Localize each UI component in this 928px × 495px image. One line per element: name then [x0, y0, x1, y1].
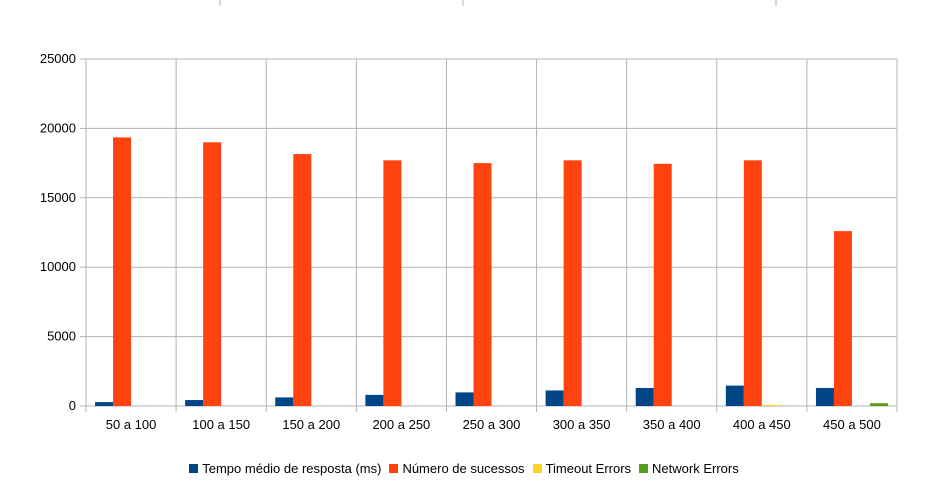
x-tick-label: 50 a 100 [106, 417, 157, 432]
y-tick-label: 10000 [40, 259, 76, 274]
bar [113, 137, 132, 406]
bar [761, 405, 780, 406]
bar [293, 154, 312, 406]
legend-entry: Timeout Errors [532, 461, 632, 476]
legend-entry: Tempo médio de resposta (ms) [189, 461, 381, 476]
legend: Tempo médio de resposta (ms) Número de su… [0, 461, 928, 476]
legend-swatch [532, 464, 542, 473]
legend-label: Timeout Errors [545, 461, 632, 476]
y-tick-label: 5000 [47, 329, 76, 344]
y-tick-label: 25000 [40, 51, 76, 66]
bar [653, 163, 672, 406]
y-tick-label: 0 [69, 398, 76, 413]
legend-swatch [639, 464, 649, 473]
bar [455, 392, 474, 406]
legend-label: Número de sucessos [402, 461, 525, 476]
x-tick-label: 350 a 400 [643, 417, 701, 432]
x-tick-label: 100 a 150 [192, 417, 250, 432]
y-tick-label: 20000 [40, 120, 76, 135]
bar [383, 160, 402, 406]
bar [203, 142, 222, 406]
legend-entry: Número de sucessos [389, 461, 525, 476]
x-tick-label: 200 a 250 [372, 417, 430, 432]
legend-swatch [389, 464, 399, 473]
bar [869, 403, 888, 406]
bar [545, 390, 564, 406]
bar [563, 160, 582, 406]
bar [473, 163, 492, 406]
legend-entry: Network Errors [639, 461, 739, 476]
chart-canvas: 0 5000 10000 15000 20000 25000 50 a 100 100 a 1… [40, 0, 898, 432]
y-tick-label: 15000 [40, 190, 76, 205]
bar [95, 402, 114, 406]
bar [815, 387, 834, 406]
bar [725, 385, 744, 406]
bar [365, 394, 384, 406]
x-tick-label: 250 a 300 [463, 417, 521, 432]
bar [275, 397, 294, 406]
x-tick-label: 450 a 500 [823, 417, 881, 432]
bar [743, 160, 762, 406]
x-tick-label: 400 a 450 [733, 417, 791, 432]
x-tick-label: 300 a 350 [553, 417, 611, 432]
x-tick-label: 150 a 200 [282, 417, 340, 432]
bar [635, 387, 654, 406]
legend-label: Tempo médio de resposta (ms) [202, 461, 382, 476]
bar [833, 231, 852, 406]
legend-label: Network Errors [652, 461, 739, 476]
bar [185, 400, 204, 406]
legend-swatch [189, 464, 199, 473]
